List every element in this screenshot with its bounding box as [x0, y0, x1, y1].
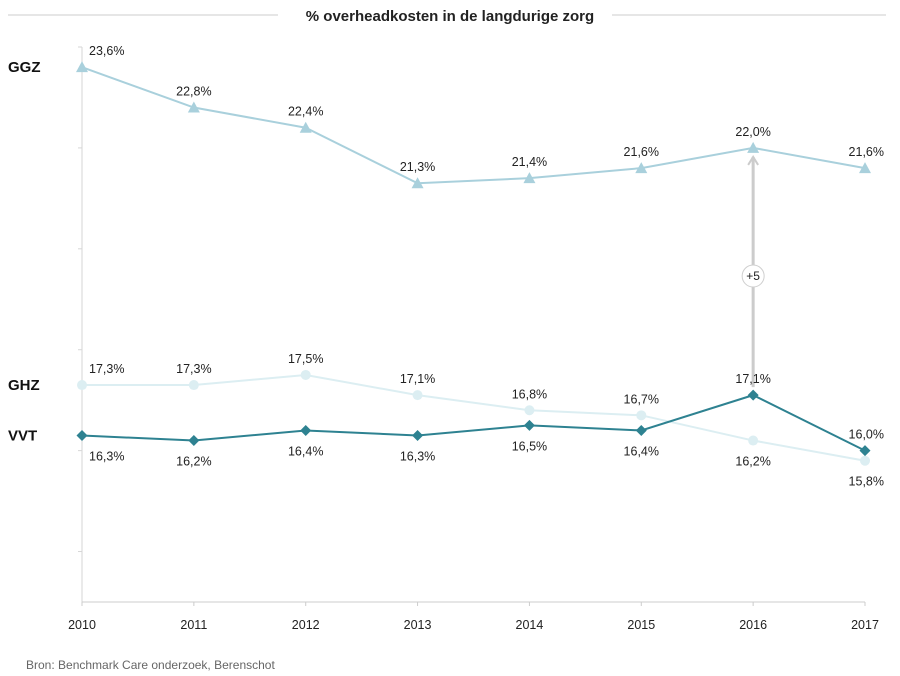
data-point-vvt	[412, 430, 424, 441]
data-point-vvt	[747, 389, 759, 401]
x-tick-label: 2010	[68, 618, 96, 632]
data-label-ghz: 15,8%	[849, 475, 884, 489]
data-point-vvt	[300, 424, 312, 436]
chart-title: % overheadkosten in de langdurige zorg	[306, 8, 594, 25]
data-point-ggz	[187, 101, 200, 113]
x-tick-label: 2011	[180, 618, 207, 632]
difference-badge	[741, 264, 765, 288]
data-label-vvt: 16,3%	[400, 450, 435, 464]
data-label-ggz: 22,4%	[288, 105, 323, 119]
data-point-vvt	[859, 445, 871, 457]
data-label-ggz: 21,3%	[400, 160, 435, 174]
series-name-ghz: GHZ	[8, 377, 40, 394]
data-point-ghz	[300, 369, 311, 380]
difference-label: +5	[746, 269, 760, 283]
data-point-ghz	[77, 380, 87, 391]
data-point-ggz	[76, 61, 88, 73]
data-label-vvt: 16,3%	[89, 450, 124, 464]
data-point-vvt	[523, 419, 535, 431]
data-label-vvt: 16,2%	[176, 455, 211, 469]
x-tick-label: 2017	[851, 618, 879, 632]
data-label-ggz: 21,4%	[512, 155, 547, 169]
data-point-ggz	[747, 141, 760, 153]
data-label-vvt: 17,1%	[735, 372, 770, 386]
data-label-ggz: 21,6%	[849, 145, 884, 159]
data-point-ggz	[635, 162, 648, 174]
x-tick-label: 2015	[627, 618, 655, 632]
difference-arrow-head	[747, 155, 759, 166]
x-tick-label: 2016	[739, 618, 767, 632]
x-tick-label: 2014	[516, 618, 544, 632]
axis-layer: 2010 2011 2012 2013 2014 2015 2016 2017	[68, 46, 879, 632]
series-layer	[76, 61, 871, 466]
data-label-ghz: 16,2%	[735, 455, 770, 469]
data-label-ghz: 17,1%	[400, 372, 435, 386]
series-name-ggz: GGZ	[8, 59, 41, 76]
data-point-ghz	[636, 410, 647, 421]
data-point-ghz	[524, 405, 535, 416]
data-point-ghz	[412, 390, 423, 401]
data-label-vvt: 16,5%	[512, 439, 547, 453]
data-point-ggz	[299, 121, 312, 133]
data-label-vvt: 16,4%	[288, 444, 323, 458]
data-label-ghz: 17,5%	[288, 352, 323, 366]
data-label-vvt: 16,4%	[624, 444, 659, 458]
data-label-ggz: 22,0%	[735, 125, 770, 139]
series-line-ghz	[82, 373, 866, 462]
data-label-ghz: 16,7%	[624, 392, 659, 406]
data-label-ggz: 22,8%	[176, 85, 211, 99]
data-point-vvt	[635, 424, 647, 436]
data-label-ghz: 17,3%	[176, 362, 211, 376]
data-label-ghz: 17,3%	[89, 362, 124, 376]
data-point-ghz	[748, 435, 759, 446]
data-point-ghz	[860, 455, 870, 466]
series-line-ggz	[81, 66, 866, 185]
series-line-vvt	[81, 394, 866, 452]
data-point-ggz	[859, 162, 871, 174]
annotation-layer: +5	[741, 155, 765, 388]
data-point-vvt	[76, 430, 88, 441]
data-label-ggz: 21,6%	[624, 145, 659, 159]
x-tick-label: 2012	[292, 618, 320, 632]
series-name-vvt: VVT	[8, 428, 37, 445]
data-point-ggz	[523, 172, 536, 184]
data-label-ghz: 16,8%	[512, 387, 547, 401]
data-point-vvt	[188, 435, 200, 447]
data-point-ghz	[188, 380, 199, 391]
data-label-vvt: 16,0%	[849, 428, 884, 442]
data-point-ggz	[411, 177, 424, 189]
data-label-ggz: 23,6%	[89, 44, 124, 58]
x-tick-label: 2013	[404, 618, 432, 632]
source-note: Bron: Benchmark Care onderzoek, Berensch…	[26, 658, 275, 672]
label-layer: 23,6% 22,8% 22,4% 21,3% 21,4% 21,6% 22,0% 21,6%…	[8, 44, 884, 489]
